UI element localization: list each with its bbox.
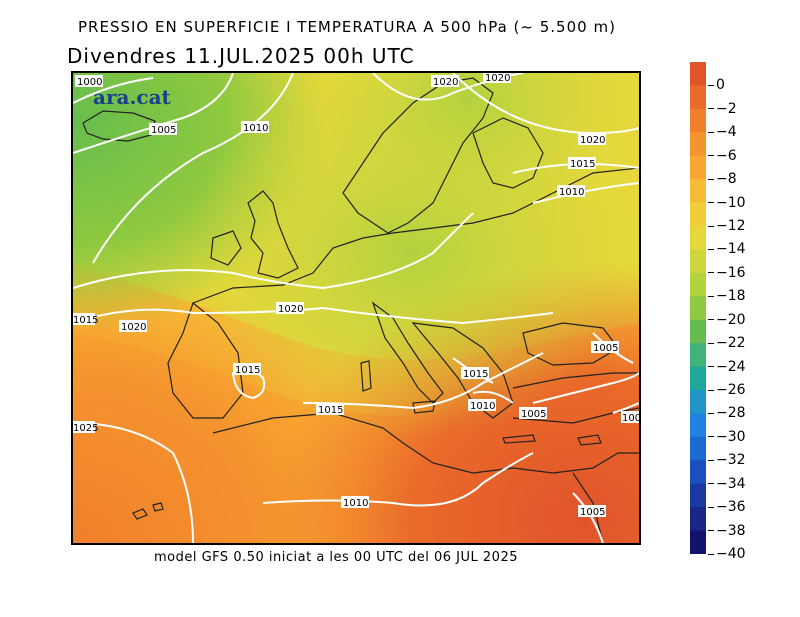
map-canvas: 1000 1005 1010 1020 1020 1020 1015 1010 … xyxy=(73,73,639,543)
isobar-label: 1020 xyxy=(485,73,510,84)
colorbar-swatch xyxy=(690,85,706,110)
weather-map: 1000 1005 1010 1020 1020 1020 1015 1010 … xyxy=(71,71,641,545)
forecast-date: Divendres 11.JUL.2025 00h UTC xyxy=(67,44,415,68)
colorbar-tick-label: −16 xyxy=(708,266,746,280)
colorbar-swatch xyxy=(690,390,706,414)
colorbar-tick-label: −4 xyxy=(708,125,737,139)
colorbar-tick-label: −22 xyxy=(708,336,746,350)
isobar-label: 1020 xyxy=(121,322,146,333)
colorbar-swatch xyxy=(690,179,706,204)
colorbar-tick-label: −30 xyxy=(708,430,746,444)
colorbar-labels: 0 −2 −4 −6 −8 −10 −12 −14 −16 −18 −20 −22 −24 −26 −28 −… xyxy=(708,62,788,561)
isobar-label: 1005 xyxy=(151,125,176,136)
colorbar-swatch xyxy=(690,226,706,250)
isobar-label: 1010 xyxy=(243,123,268,134)
colorbar-tick-label: −8 xyxy=(708,172,737,186)
isobar-label: 1015 xyxy=(570,159,595,170)
isobar-label: 1020 xyxy=(278,304,303,315)
isobar-label: 1015 xyxy=(463,369,488,380)
colorbar-swatch xyxy=(690,436,706,461)
isobar-label: 1015 xyxy=(318,405,343,416)
colorbar-swatch xyxy=(690,249,706,274)
colorbar-tick-label: −34 xyxy=(708,477,746,491)
colorbar-swatch xyxy=(690,62,706,86)
colorbar-swatch xyxy=(690,108,706,133)
aracat-logo: ara.cat xyxy=(93,85,171,109)
colorbar-tick-label: −40 xyxy=(708,547,746,561)
isobar-label: 1000 xyxy=(77,77,102,88)
colorbar-swatch xyxy=(690,319,706,344)
isobar-label: 1005 xyxy=(580,507,605,518)
temperature-colorbar xyxy=(690,62,706,554)
isobar-label: 1005 xyxy=(593,343,618,354)
colorbar-tick-label: −24 xyxy=(708,360,746,374)
colorbar-swatch xyxy=(690,296,706,321)
isobar-labels: 1000 1005 1010 1020 1020 1020 1015 1010 … xyxy=(73,73,639,518)
colorbar-swatch xyxy=(690,155,706,180)
colorbar-swatch xyxy=(690,460,706,485)
isobar-label: 1020 xyxy=(433,77,458,88)
model-info: model GFS 0.50 iniciat a les 00 UTC del … xyxy=(154,550,518,565)
colorbar-tick-label: −38 xyxy=(708,524,746,538)
colorbar-swatch xyxy=(690,507,706,532)
isobar-label: 1015 xyxy=(235,365,260,376)
colorbar-tick-label: 0 xyxy=(708,78,725,92)
colorbar-swatch xyxy=(690,483,706,508)
colorbar-swatch xyxy=(690,530,706,554)
isobar-label: 1015 xyxy=(73,315,98,326)
map-title: PRESSIO EN SUPERFICIE I TEMPERATURA A 50… xyxy=(78,18,616,36)
isobar-label: 1000 xyxy=(622,413,639,424)
isobar-label: 1025 xyxy=(73,423,98,434)
colorbar-swatch xyxy=(690,366,706,391)
isobar-label: 1005 xyxy=(521,409,546,420)
colorbar-swatch xyxy=(690,343,706,368)
colorbar-tick-label: −14 xyxy=(708,242,746,256)
colorbar-tick-label: −10 xyxy=(708,196,746,210)
colorbar-tick-label: −12 xyxy=(708,219,746,233)
colorbar-tick-label: −18 xyxy=(708,289,746,303)
colorbar-tick-label: −6 xyxy=(708,149,737,163)
colorbar-swatch xyxy=(690,272,706,297)
colorbar-tick-label: −26 xyxy=(708,383,746,397)
colorbar-tick-label: −20 xyxy=(708,313,746,327)
isobar-label: 1010 xyxy=(470,401,495,412)
isobar-label: 1020 xyxy=(580,135,605,146)
isobar-label: 1010 xyxy=(343,498,368,509)
colorbar-tick-label: −2 xyxy=(708,102,737,116)
colorbar-swatch xyxy=(690,132,706,157)
colorbar-tick-label: −36 xyxy=(708,500,746,514)
colorbar-swatch xyxy=(690,413,706,438)
colorbar-tick-label: −28 xyxy=(708,406,746,420)
colorbar-swatch xyxy=(690,202,706,227)
isobar-label: 1010 xyxy=(559,187,584,198)
colorbar-tick-label: −32 xyxy=(708,453,746,467)
